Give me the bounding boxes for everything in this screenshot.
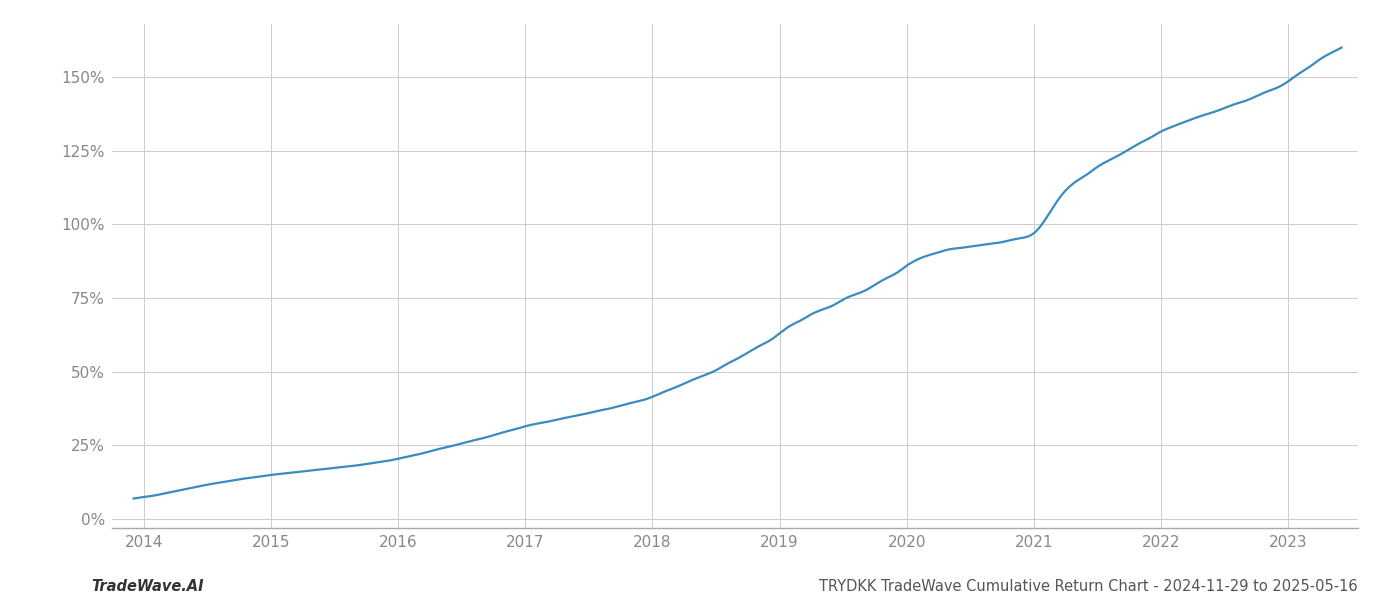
Text: TradeWave.AI: TradeWave.AI [91, 579, 203, 594]
Text: TRYDKK TradeWave Cumulative Return Chart - 2024-11-29 to 2025-05-16: TRYDKK TradeWave Cumulative Return Chart… [819, 579, 1358, 594]
